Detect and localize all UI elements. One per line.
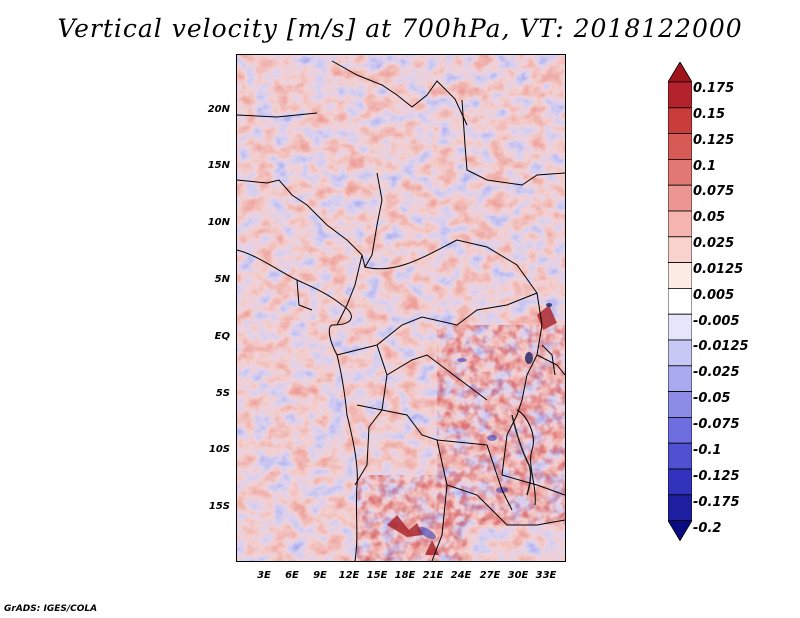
lon-label-9e: 9E bbox=[313, 570, 327, 581]
lat-label-15n: 15N bbox=[207, 160, 230, 171]
colorbar-segment bbox=[668, 416, 692, 444]
colorbar-segment bbox=[668, 262, 692, 289]
lon-label-3e: 3E bbox=[257, 570, 271, 581]
lon-label-21e: 21E bbox=[422, 570, 444, 581]
colorbar-label: -0.1 bbox=[693, 443, 722, 458]
lat-label-10s: 10S bbox=[208, 444, 230, 455]
lon-label-15e: 15E bbox=[366, 570, 388, 581]
lat-label-15s: 15S bbox=[208, 501, 230, 512]
colorbar bbox=[668, 62, 692, 542]
colorbar-segment bbox=[668, 313, 692, 341]
colorbar-cap-top bbox=[668, 62, 692, 83]
grads-credit: GrADS: IGES/COLA bbox=[4, 604, 98, 614]
colorbar-segment bbox=[668, 339, 692, 367]
colorbar-segment bbox=[668, 107, 692, 134]
lon-label-18e: 18E bbox=[394, 570, 416, 581]
lat-label-eq: EQ bbox=[214, 331, 230, 342]
colorbar-label: 0.05 bbox=[693, 210, 726, 225]
colorbar-label: -0.125 bbox=[693, 469, 740, 484]
lon-label-27e: 27E bbox=[479, 570, 501, 581]
colorbar-segment bbox=[668, 287, 692, 315]
colorbar-label: -0.025 bbox=[693, 365, 740, 380]
colorbar-segment bbox=[668, 81, 692, 109]
lat-label-5n: 5N bbox=[214, 274, 230, 285]
lon-label-30e: 30E bbox=[507, 570, 529, 581]
lat-label-5s: 5S bbox=[215, 388, 230, 399]
colorbar-label: -0.0125 bbox=[693, 339, 749, 354]
country-borders bbox=[237, 60, 565, 561]
lakes bbox=[511, 303, 552, 496]
colorbar-cap-bottom bbox=[668, 520, 692, 542]
colorbar-segment bbox=[668, 210, 692, 238]
colorbar-label: -0.075 bbox=[693, 417, 740, 432]
colorbar-label: 0.1 bbox=[693, 159, 717, 174]
colorbar-label: 0.025 bbox=[693, 236, 735, 251]
colorbar-segment bbox=[668, 442, 692, 470]
vertical-velocity-map bbox=[237, 55, 565, 561]
map-panel bbox=[236, 54, 566, 562]
colorbar-label: -0.05 bbox=[693, 391, 731, 406]
colorbar-label: 0.15 bbox=[693, 107, 726, 122]
colorbar-label: 0.0125 bbox=[693, 262, 744, 277]
lon-label-6e: 6E bbox=[285, 570, 299, 581]
colorbar-label: -0.005 bbox=[693, 314, 740, 329]
colorbar-label: -0.175 bbox=[693, 495, 740, 510]
colorbar-segment bbox=[668, 365, 692, 392]
colorbar-label: 0.005 bbox=[693, 288, 735, 303]
colorbar-segment bbox=[668, 159, 692, 186]
colorbar-segment bbox=[668, 468, 692, 496]
colorbar-segment bbox=[668, 391, 692, 418]
chart-title: Vertical velocity [m/s] at 700hPa, VT: 2… bbox=[57, 14, 743, 43]
colorbar-label: 0.075 bbox=[693, 184, 735, 199]
lon-label-24e: 24E bbox=[450, 570, 472, 581]
colorbar-label: 0.175 bbox=[693, 81, 735, 96]
colorbar-segment bbox=[668, 236, 692, 264]
colorbar-label: 0.125 bbox=[693, 133, 735, 148]
lat-label-10n: 10N bbox=[207, 217, 230, 228]
lon-label-33e: 33E bbox=[535, 570, 557, 581]
colorbar-segment bbox=[668, 494, 692, 521]
colorbar-segment bbox=[668, 133, 692, 160]
lon-label-12e: 12E bbox=[338, 570, 360, 581]
colorbar-segment bbox=[668, 184, 692, 212]
colorbar-label: -0.2 bbox=[693, 521, 722, 536]
lat-label-20n: 20N bbox=[207, 104, 230, 115]
